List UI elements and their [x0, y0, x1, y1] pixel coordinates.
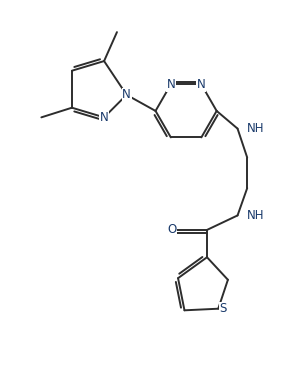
Text: N: N	[122, 88, 131, 101]
Text: N: N	[100, 111, 109, 124]
Text: O: O	[167, 223, 176, 236]
Text: NH: NH	[247, 122, 265, 135]
Text: S: S	[219, 302, 227, 315]
Text: NH: NH	[247, 209, 265, 222]
Text: N: N	[166, 78, 175, 91]
Text: N: N	[197, 78, 206, 91]
